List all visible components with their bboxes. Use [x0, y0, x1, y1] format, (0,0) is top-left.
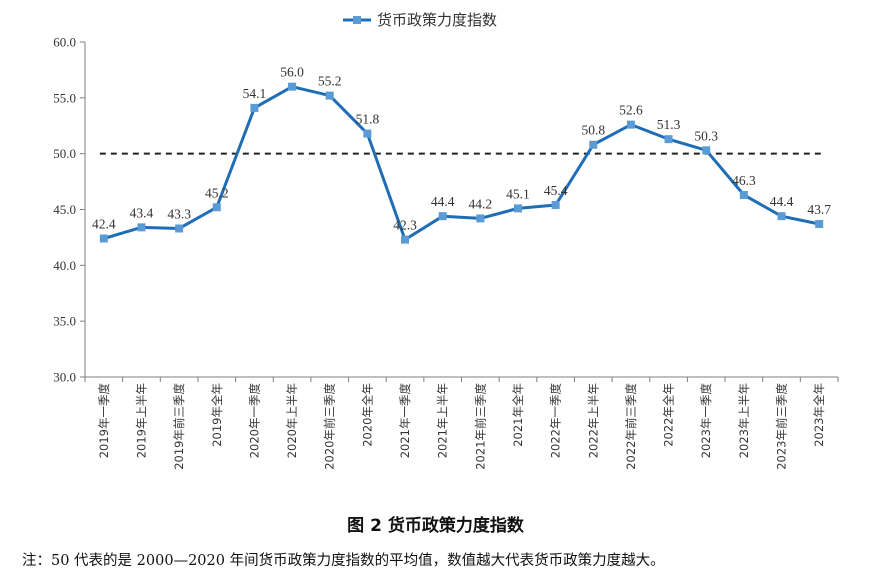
data-point: [551, 201, 560, 210]
x-tick-label: 2019年全年: [210, 383, 224, 447]
data-point: [99, 234, 108, 243]
data-label: 54.1: [243, 86, 267, 101]
y-tick-label: 40.0: [53, 258, 76, 273]
data-label: 51.8: [356, 112, 380, 127]
data-label: 42.3: [393, 218, 417, 233]
x-tick-label: 2021年全年: [511, 383, 525, 447]
data-label: 50.3: [694, 128, 718, 143]
data-label: 43.7: [807, 202, 831, 217]
figure-caption: 图 2 货币政策力度指数: [347, 516, 524, 536]
y-tick-label: 55.0: [53, 90, 76, 105]
x-tick-label: 2022年一季度: [549, 383, 563, 459]
x-tick-label: 2019年上半年: [134, 383, 148, 458]
x-tick-label: 2020年全年: [360, 383, 374, 447]
data-point: [325, 91, 334, 100]
y-tick-label: 60.0: [53, 35, 76, 50]
x-tick-label: 2020年前三季度: [323, 383, 337, 470]
data-point: [664, 135, 673, 144]
x-tick-label: 2022年全年: [662, 383, 676, 447]
data-label: 56.0: [280, 65, 304, 80]
plot-area: 42.4 43.4 43.3 45.2 54.1 56.0 55.2 51.8 42.3 44.4…: [92, 65, 831, 244]
data-point: [438, 212, 447, 221]
data-point: [250, 103, 259, 112]
data-point: [702, 146, 711, 155]
x-tick-label: 2020年一季度: [247, 383, 261, 459]
data-point: [626, 120, 635, 129]
axes: 30.0 35.0 40.0 45.0 50.0 55.0 60.0 2019年一季度 2019…: [53, 35, 839, 470]
x-tick-label: 2020年上半年: [285, 383, 299, 458]
data-label: 52.6: [619, 103, 643, 118]
data-label: 45.2: [205, 185, 229, 200]
legend-label: 货币政策力度指数: [377, 11, 497, 29]
x-tick-label: 2021年一季度: [398, 383, 412, 459]
x-tick-label: 2023年前三季度: [775, 383, 789, 470]
data-point: [476, 214, 485, 223]
data-point: [589, 140, 598, 149]
data-label: 44.4: [431, 194, 455, 209]
x-tick-label: 2022年上半年: [586, 383, 600, 458]
x-tick-label: 2022年前三季度: [624, 383, 638, 470]
x-tick-label: 2019年一季度: [97, 383, 111, 459]
data-point: [137, 223, 146, 232]
data-label: 43.3: [167, 206, 191, 221]
data-point: [815, 220, 824, 229]
data-point: [175, 224, 184, 233]
x-tick-label: 2023年全年: [812, 383, 826, 447]
data-label: 42.4: [92, 217, 116, 232]
footnote: 注：50 代表的是 2000—2020 年间货币政策力度指数的平均值，数值越大代…: [22, 553, 665, 569]
data-label: 44.4: [770, 194, 794, 209]
x-tick-label: 2023年一季度: [699, 383, 713, 459]
legend: 货币政策力度指数: [343, 11, 497, 29]
y-tick-label: 45.0: [53, 202, 76, 217]
data-label: 46.3: [732, 173, 756, 188]
series-line: [103, 85, 820, 242]
line-chart: 货币政策力度指数 30.0 35.0 40.0 45.0 50.0 55.0 60.0 201…: [53, 11, 839, 470]
legend-square-marker: [353, 16, 361, 24]
data-label: 45.1: [506, 186, 530, 201]
data-point: [777, 212, 786, 221]
data-point: [513, 204, 522, 213]
data-label: 43.4: [130, 205, 154, 220]
x-tick-label: 2023年上半年: [737, 383, 751, 458]
x-tick-label: 2021年前三季度: [473, 383, 487, 470]
x-tick-label: 2019年前三季度: [172, 383, 186, 470]
y-tick-label: 30.0: [53, 370, 76, 385]
data-point: [212, 203, 221, 212]
x-tick-label: 2021年上半年: [436, 383, 450, 458]
data-label: 55.2: [318, 74, 342, 89]
data-label: 51.3: [657, 117, 681, 132]
data-label: 50.8: [581, 123, 605, 138]
data-point: [363, 129, 372, 138]
data-point: [739, 190, 748, 199]
data-point: [401, 235, 410, 244]
data-label: 45.4: [544, 183, 568, 198]
data-label: 44.2: [469, 196, 493, 211]
data-point: [288, 82, 297, 91]
y-tick-label: 50.0: [53, 146, 76, 161]
y-tick-label: 35.0: [53, 314, 76, 329]
